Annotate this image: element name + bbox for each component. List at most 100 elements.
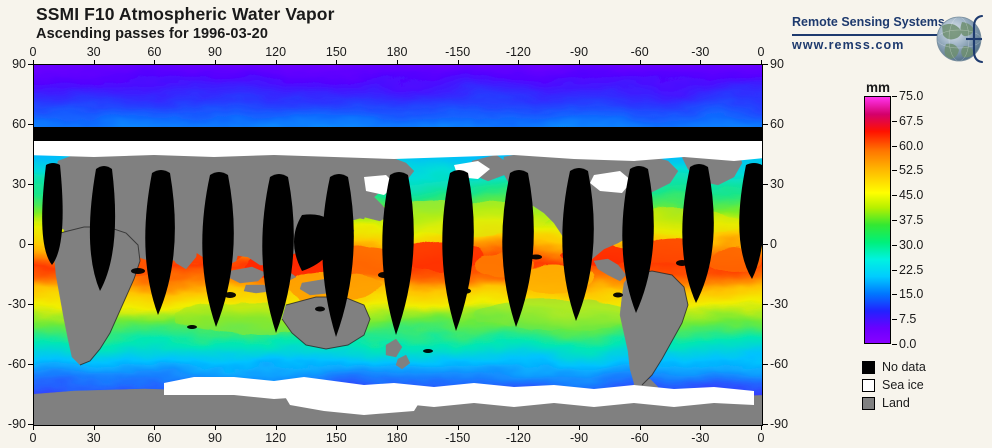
- lon-tick-label-top: 0: [29, 45, 37, 59]
- lat-tick-label-right: 60: [770, 117, 784, 131]
- lon-tick-label-bottom: 0: [757, 431, 765, 445]
- lon-tick-label-bottom: 120: [265, 431, 287, 445]
- lon-tick-mark-bottom: [761, 426, 762, 430]
- colorbar-tick-mark: [892, 120, 897, 122]
- colorbar[interactable]: [864, 96, 891, 344]
- logo-divider: [792, 34, 938, 36]
- lon-tick-label-bottom: -60: [630, 431, 649, 445]
- lon-tick-mark-top: [579, 60, 580, 64]
- globe-icon: [936, 14, 984, 64]
- legend-item: No data: [862, 358, 982, 376]
- lon-tick-mark-bottom: [397, 426, 398, 430]
- lon-tick-mark-top: [336, 60, 338, 64]
- lon-tick-label-bottom: 90: [208, 431, 222, 445]
- mask-legend: No data Sea ice Land: [862, 358, 982, 412]
- colorbar-tick-label: 30.0: [899, 237, 924, 252]
- lon-tick-label-bottom: -30: [691, 431, 710, 445]
- lon-tick-label-top: 180: [386, 45, 408, 59]
- water-vapor-map[interactable]: [33, 64, 763, 426]
- lon-tick-mark-bottom: [639, 426, 641, 430]
- lon-tick-mark-top: [33, 60, 34, 64]
- lon-tick-mark-top: [154, 60, 156, 64]
- lat-tick-mark-right: [763, 124, 768, 125]
- lon-tick-label-bottom: 30: [86, 431, 101, 445]
- lon-tick-label-bottom: 180: [386, 431, 408, 445]
- lat-tick-mark-left: [28, 124, 33, 125]
- lon-tick-label-top: -60: [630, 45, 649, 59]
- colorbar-tick-mark: [892, 319, 897, 321]
- colorbar-tick-mark: [892, 96, 897, 97]
- lat-tick-label-right: -90: [770, 417, 789, 431]
- lat-tick-mark-left: [28, 184, 33, 185]
- legend-item: Land: [862, 394, 982, 412]
- lon-tick-label-bottom: -120: [505, 431, 531, 445]
- lon-tick-mark-top: [761, 60, 762, 64]
- lat-tick-label-right: -30: [770, 297, 789, 311]
- lat-tick-label-left: 90: [12, 57, 26, 71]
- lon-tick-mark-bottom: [33, 426, 34, 430]
- legend-swatch: [862, 378, 875, 392]
- legend-swatch: [862, 360, 875, 374]
- lon-tick-label-top: -120: [505, 45, 531, 59]
- lon-tick-mark-top: [275, 60, 277, 64]
- lon-tick-label-top: 150: [325, 45, 347, 59]
- lon-tick-mark-bottom: [275, 426, 277, 430]
- lon-tick-label-bottom: -150: [445, 431, 471, 445]
- lon-tick-label-top: 60: [147, 45, 162, 59]
- lat-tick-mark-left: [28, 244, 33, 245]
- colorbar-tick-mark: [892, 170, 897, 172]
- no-data-swath-gaps: [34, 127, 762, 353]
- lat-tick-mark-right: [763, 244, 768, 245]
- lon-tick-mark-bottom: [336, 426, 338, 430]
- lon-tick-mark-bottom: [579, 426, 580, 430]
- lon-tick-mark-top: [397, 60, 398, 64]
- colorbar-tick-mark: [892, 344, 897, 345]
- colorbar-tick-label: 7.5: [899, 312, 917, 327]
- lon-tick-mark-top: [639, 60, 641, 64]
- lat-tick-mark-right: [763, 64, 768, 65]
- lat-tick-label-left: 60: [12, 117, 26, 131]
- lon-tick-label-top: -150: [445, 45, 471, 59]
- legend-swatch: [862, 396, 875, 410]
- colorbar-tick-label: 22.5: [899, 262, 924, 277]
- colorbar-tick-label: 45.0: [899, 188, 924, 203]
- remss-logo[interactable]: Remote Sensing Systems www.remss.com: [792, 12, 988, 68]
- lat-tick-label-right: 90: [770, 57, 784, 71]
- colorbar-tick-label: 37.5: [899, 213, 924, 227]
- lat-tick-label-right: 30: [770, 177, 784, 191]
- lon-tick-mark-top: [518, 60, 520, 64]
- lon-tick-mark-bottom: [700, 426, 702, 430]
- lon-tick-mark-bottom: [93, 426, 95, 430]
- lat-tick-mark-left: [28, 364, 33, 365]
- lon-tick-label-top: 120: [265, 45, 287, 59]
- lon-tick-mark-top: [93, 60, 95, 64]
- lat-tick-label-right: -60: [770, 357, 789, 371]
- colorbar-tick-label: 67.5: [899, 113, 924, 128]
- lat-tick-label-left: 30: [12, 177, 26, 191]
- lon-tick-mark-bottom: [518, 426, 520, 430]
- colorbar-tick-mark: [892, 294, 897, 296]
- page-title: SSMI F10 Atmospheric Water Vapor: [36, 4, 335, 24]
- map-canvas: [34, 65, 762, 425]
- colorbar-tick-label: 60.0: [899, 138, 924, 153]
- lon-tick-mark-top: [215, 60, 216, 64]
- logo-company-name: Remote Sensing Systems: [792, 15, 945, 29]
- lon-tick-label-bottom: 150: [325, 431, 347, 445]
- lon-tick-mark-bottom: [215, 426, 216, 430]
- colorbar-tick-mark: [892, 220, 897, 221]
- lat-tick-mark-left: [28, 304, 33, 305]
- lon-tick-label-bottom: 0: [29, 431, 37, 445]
- colorbar-tick-mark: [892, 145, 897, 147]
- lat-tick-label-left: 0: [19, 237, 26, 251]
- lon-tick-mark-bottom: [154, 426, 156, 430]
- colorbar-tick-label: 75.0: [899, 89, 924, 103]
- colorbar-tick-mark: [892, 269, 897, 271]
- coastline: [59, 226, 689, 386]
- colorbar-tick-label: 0.0: [899, 337, 917, 351]
- lat-tick-mark-right: [763, 184, 768, 185]
- logo-website: www.remss.com: [792, 38, 905, 52]
- lat-tick-mark-left: [28, 424, 33, 425]
- legend-label: Land: [882, 396, 910, 410]
- lat-tick-label-left: -30: [7, 297, 26, 311]
